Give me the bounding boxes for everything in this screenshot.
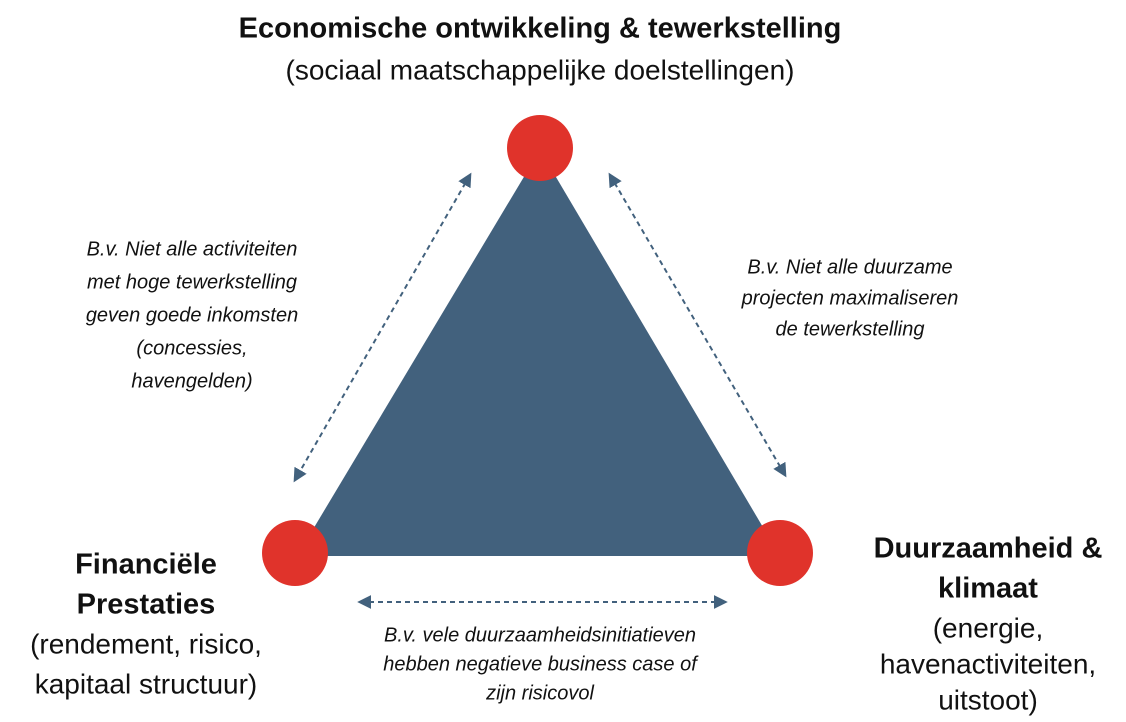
arrow [608,172,787,478]
node-dot [507,115,573,181]
triangle [297,150,780,556]
node-title: klimaat [938,573,1038,605]
edge-label: (concessies, [136,337,247,359]
node-title: Financiële [75,549,217,581]
edge-label: zijn risicovol [485,682,594,704]
node-subtitle: (sociaal maatschappelijke doelstellingen… [286,54,795,85]
node-title: Economische ontwikkeling & tewerkstellin… [239,13,842,45]
node-dot [747,520,813,586]
node-subtitle: (energie, [933,612,1044,643]
node-subtitle: kapitaal structuur) [35,668,258,699]
edge-label: B.v. Niet alle duurzame [747,256,952,278]
edge-label: projecten maximaliseren [741,287,959,309]
node-title: Duurzaamheid & [874,533,1103,565]
node-subtitle: (rendement, risico, [30,628,262,659]
node-title: Prestaties [77,589,216,621]
edge-label: hebben negatieve business case of [383,653,699,675]
edge-label: de tewerkstelling [776,318,925,340]
node-subtitle: havenactiviteiten, [880,648,1096,679]
node-dot [262,520,328,586]
edge-label: geven goede inkomsten [86,304,298,326]
edge-label: B.v. Niet alle activiteiten [87,238,298,260]
arrow [293,172,472,483]
edge-label: havengelden) [131,370,252,392]
edge-label: met hoge tewerkstelling [87,271,297,293]
node-subtitle: uitstoot) [938,684,1038,715]
edge-label: B.v. vele duurzaamheidsinitiatieven [384,624,696,646]
